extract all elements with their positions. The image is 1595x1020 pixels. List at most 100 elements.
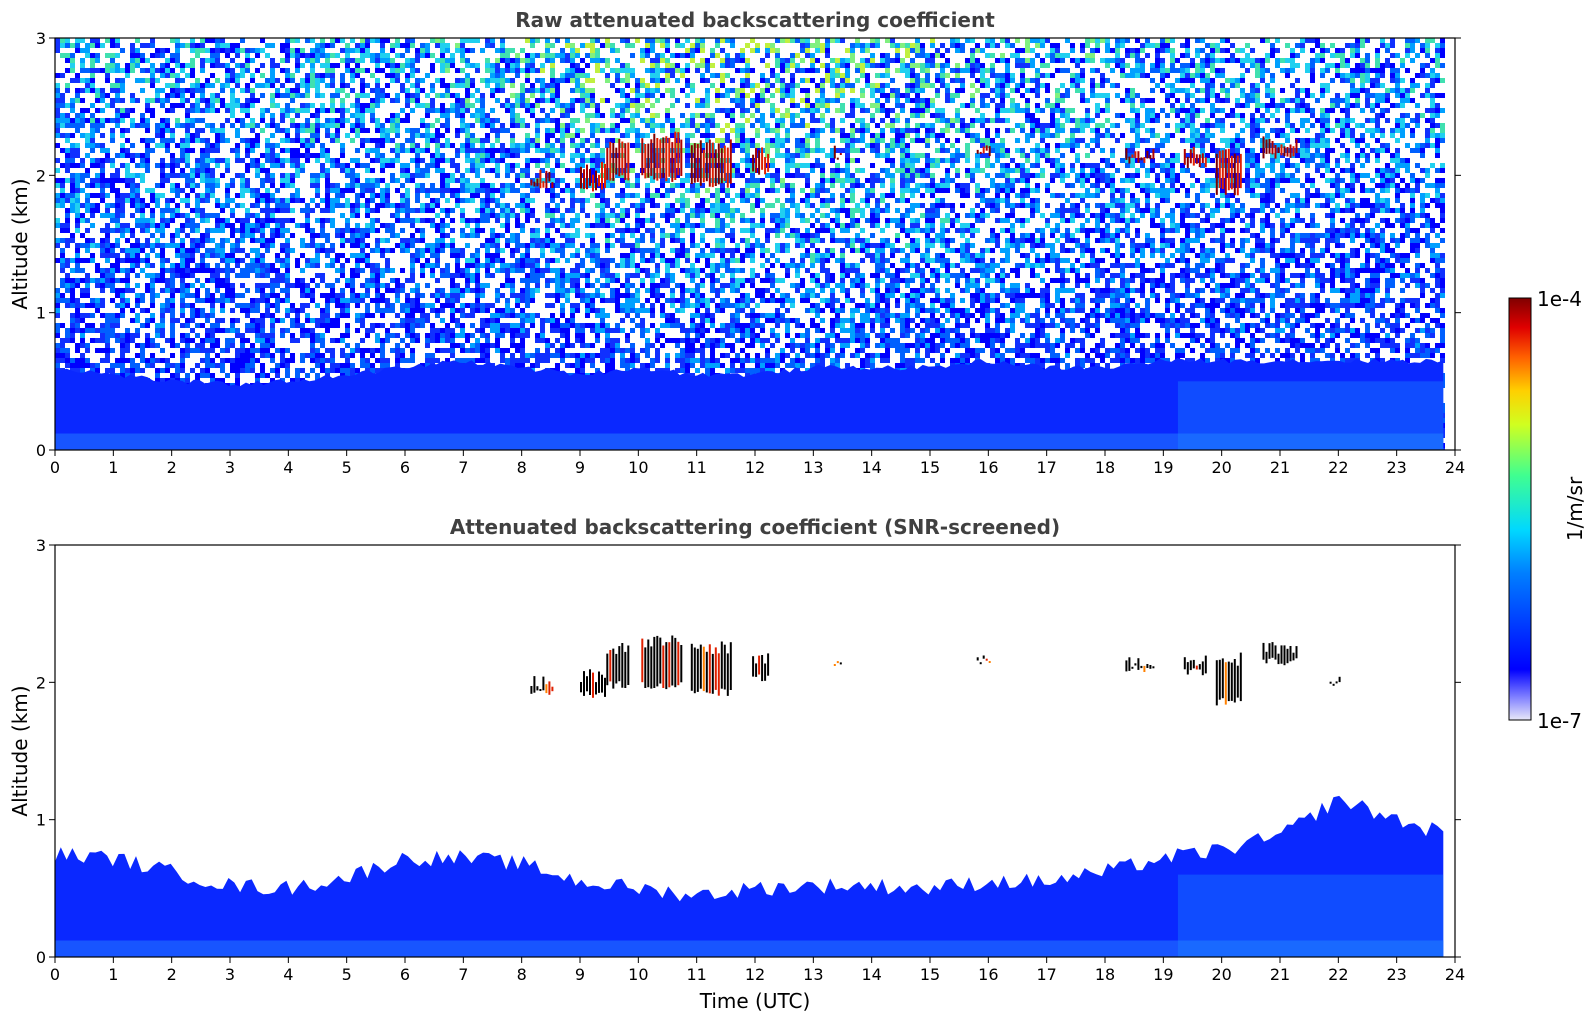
x-tick-label: 11 [686, 965, 706, 984]
x-tick-label: 3 [225, 965, 235, 984]
panel-raw: Raw attenuated backscattering coefficien… [8, 8, 1465, 477]
surface-layer [55, 940, 1444, 957]
cloud-segment [641, 131, 683, 182]
cloud-segment [606, 643, 630, 689]
cloud-segment [1262, 136, 1298, 159]
x-tick-label: 2 [167, 965, 177, 984]
x-tick-label: 2 [167, 458, 177, 477]
x-tick-label: 10 [628, 965, 648, 984]
cloud-segment [530, 169, 554, 189]
y-tick-label: 3 [36, 536, 46, 555]
y-axis-label: Altitude (km) [8, 178, 32, 309]
x-tick-label: 16 [978, 965, 998, 984]
cloud-segment [1125, 657, 1155, 672]
x-tick-label: 21 [1270, 458, 1290, 477]
y-axis-label: Altitude (km) [8, 685, 32, 816]
aerosol-enhancement [1177, 381, 1444, 450]
x-tick-label: 16 [978, 458, 998, 477]
x-tick-label: 20 [1211, 458, 1231, 477]
x-tick-label: 4 [283, 965, 293, 984]
y-tick-label: 2 [36, 166, 46, 185]
x-tick-label: 0 [50, 458, 60, 477]
cloud-segment [1215, 652, 1242, 706]
cloud-segment [641, 635, 683, 690]
colorbar-unit-label: 1/m/sr [1563, 476, 1587, 541]
y-tick-label: 1 [36, 811, 46, 830]
x-tick-label: 19 [1153, 965, 1173, 984]
x-tick-label: 0 [50, 965, 60, 984]
x-tick-label: 13 [803, 458, 823, 477]
x-tick-label: 11 [686, 458, 706, 477]
cloud-segment [530, 676, 554, 695]
boundary-layer [55, 795, 1444, 957]
heatmap-area [55, 635, 1444, 957]
x-tick-label: 7 [458, 965, 468, 984]
x-tick-label: 21 [1270, 965, 1290, 984]
panel-title: Raw attenuated backscattering coefficien… [515, 8, 995, 32]
y-tick-label: 3 [36, 29, 46, 48]
cloud-segment [833, 145, 842, 160]
cloud-segment [1329, 676, 1341, 686]
panel-screened: Attenuated backscattering coefficient (S… [8, 515, 1465, 1013]
y-tick-label: 0 [36, 948, 46, 967]
x-tick-label: 17 [1036, 965, 1056, 984]
x-tick-label: 4 [283, 458, 293, 477]
x-tick-label: 18 [1095, 965, 1115, 984]
x-tick-label: 8 [517, 458, 527, 477]
axes: 0 1 2 3 4 5 6 7 8 9 10 11 12 13 14 15 16 17 18 19 20 21 22 23 24… [36, 536, 1465, 984]
cloud-segment [1183, 655, 1207, 676]
axes: 0 1 2 3 4 5 6 7 8 9 10 11 12 13 14 15 16 17 18 19 20 21 22 23 24… [36, 29, 1465, 477]
x-tick-label: 23 [1386, 965, 1406, 984]
colorbar-min-label: 1e-7 [1537, 709, 1582, 733]
boundary-layer [55, 358, 1444, 450]
cloud-segment [1183, 146, 1207, 169]
y-tick-label: 2 [36, 673, 46, 692]
x-tick-label: 17 [1036, 458, 1056, 477]
aerosol-enhancement [1177, 874, 1444, 957]
x-tick-label: 12 [745, 965, 765, 984]
x-tick-label: 15 [920, 458, 940, 477]
x-tick-label: 24 [1445, 965, 1465, 984]
colorbar-max-label: 1e-4 [1537, 287, 1582, 311]
cloud-segment [606, 139, 630, 181]
colorbar-gradient [1508, 297, 1532, 721]
x-tick-label: 5 [342, 458, 352, 477]
cloud-segment [976, 655, 991, 665]
x-tick-label: 22 [1328, 965, 1348, 984]
x-tick-label: 3 [225, 458, 235, 477]
x-tick-label: 22 [1328, 458, 1348, 477]
x-tick-label: 18 [1095, 458, 1115, 477]
x-tick-label: 24 [1445, 458, 1465, 477]
heatmap-area [55, 38, 1445, 450]
x-tick-label: 14 [861, 458, 881, 477]
x-axis-label: Time (UTC) [699, 989, 811, 1013]
surface-layer [55, 433, 1444, 450]
x-tick-label: 19 [1153, 458, 1173, 477]
y-tick-label: 1 [36, 304, 46, 323]
x-tick-label: 10 [628, 458, 648, 477]
x-tick-label: 1 [108, 965, 118, 984]
x-tick-label: 6 [400, 458, 410, 477]
cloud-segment [580, 669, 606, 698]
x-tick-label: 9 [575, 458, 585, 477]
cloud-segment [1125, 148, 1155, 164]
x-tick-label: 5 [342, 965, 352, 984]
x-tick-label: 20 [1211, 965, 1231, 984]
x-tick-label: 1 [108, 458, 118, 477]
cloud-segment [752, 653, 770, 682]
x-tick-label: 14 [861, 965, 881, 984]
cloud-segment [752, 147, 770, 175]
cloud-segment [833, 661, 842, 666]
colorbar: 1e-4 1e-7 1/m/sr [1508, 287, 1587, 733]
cloud-segment [690, 641, 732, 696]
cloud-segment [976, 145, 991, 157]
x-tick-label: 15 [920, 965, 940, 984]
cloud-segment [1262, 642, 1298, 666]
x-tick-label: 6 [400, 965, 410, 984]
panel-title: Attenuated backscattering coefficient (S… [450, 515, 1060, 539]
x-tick-label: 12 [745, 458, 765, 477]
cloud-segment [1215, 148, 1242, 196]
y-tick-label: 0 [36, 441, 46, 460]
cloud-segment [690, 139, 732, 188]
